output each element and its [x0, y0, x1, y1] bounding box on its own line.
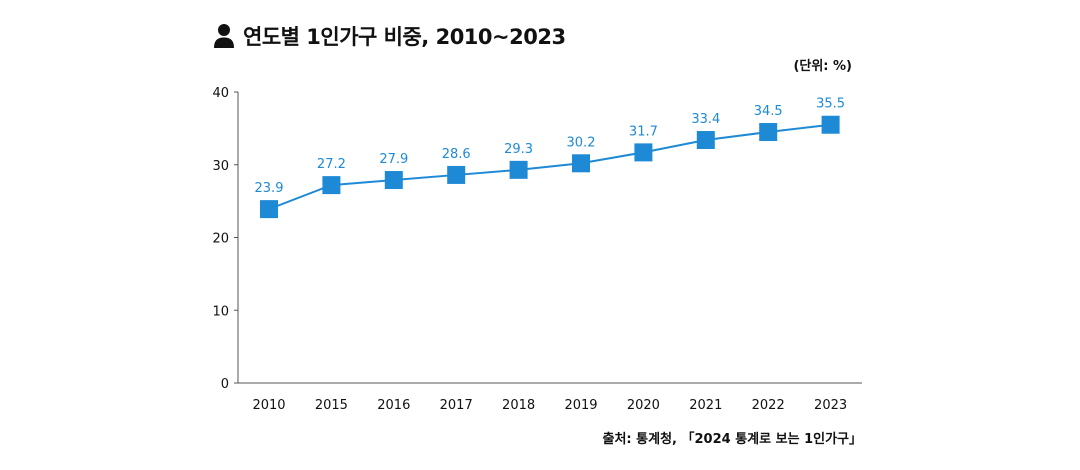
data-point-marker [384, 171, 403, 190]
x-tick-label: 2020 [627, 398, 660, 413]
x-tick-label: 2018 [502, 398, 535, 413]
data-point-marker [696, 131, 715, 150]
data-label: 27.9 [379, 152, 408, 167]
data-point-marker [634, 143, 653, 162]
data-point-marker [447, 165, 466, 184]
chart-title-row: 연도별 1인가구 비중, 2010~2023 [213, 20, 566, 52]
data-label: 30.2 [567, 135, 596, 150]
data-label: 27.2 [317, 157, 346, 172]
data-point-marker [260, 200, 278, 219]
source-note: 출처: 통계청, 「2024 통계로 보는 1인가구」 [602, 432, 862, 447]
data-point-marker [572, 154, 590, 173]
data-point-marker [759, 123, 778, 142]
data-label: 29.3 [504, 142, 533, 157]
y-tick-label: 0 [221, 377, 229, 392]
data-point-marker [322, 176, 341, 195]
data-point-marker [509, 160, 528, 179]
y-tick-label: 30 [212, 159, 229, 174]
person-icon [214, 24, 234, 48]
chart-title: 연도별 1인가구 비중, 2010~2023 [243, 25, 566, 49]
x-tick-label: 2015 [315, 398, 348, 413]
data-label: 34.5 [754, 104, 783, 119]
y-tick-label: 20 [212, 232, 229, 247]
data-label: 28.6 [442, 147, 471, 162]
data-point-marker [821, 115, 840, 134]
y-tick-label: 40 [212, 86, 229, 101]
x-tick-label: 2010 [252, 398, 285, 413]
y-tick-label: 10 [212, 304, 229, 319]
x-tick-label: 2017 [440, 398, 473, 413]
series-line [268, 123, 831, 211]
unit-note: (단위: %) [793, 59, 852, 74]
x-tick-label: 2021 [689, 398, 722, 413]
x-tick-label: 2016 [377, 398, 410, 413]
data-label: 35.5 [816, 97, 845, 112]
x-tick-label: 2023 [814, 398, 847, 413]
data-label: 31.7 [629, 124, 658, 139]
data-label: 33.4 [691, 112, 720, 127]
data-label: 23.9 [255, 181, 284, 196]
x-tick-label: 2022 [752, 398, 785, 413]
x-tick-label: 2019 [564, 398, 597, 413]
